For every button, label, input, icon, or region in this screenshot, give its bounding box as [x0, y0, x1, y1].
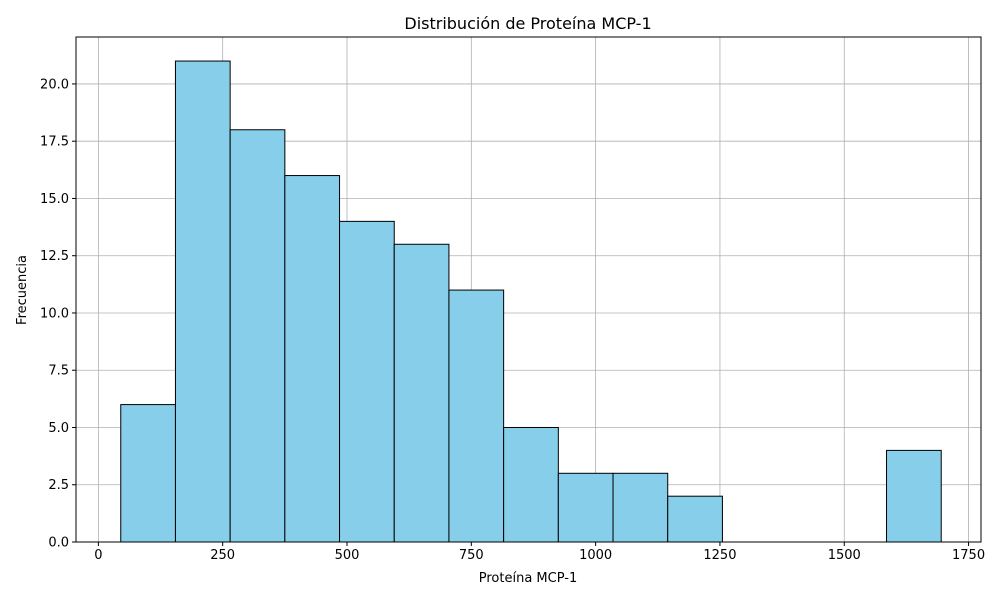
histogram-bar: [120, 404, 176, 543]
histogram-bar: [557, 472, 614, 543]
y-tick-label: 2.5: [48, 478, 69, 493]
histogram-bar: [448, 289, 505, 543]
chart-title: Distribución de Proteína MCP-1: [404, 14, 651, 33]
histogram-bar: [667, 495, 723, 543]
y-tick-label: 15.0: [40, 192, 69, 207]
x-tick-label: 1750: [952, 548, 985, 563]
histogram-bar: [284, 175, 341, 543]
histogram-bar: [886, 449, 942, 543]
x-tick-label: 1500: [828, 548, 861, 563]
x-tick-label: 1250: [703, 548, 736, 563]
y-tick-label: 5.0: [48, 421, 69, 436]
y-axis-label: Frecuencia: [15, 255, 30, 325]
x-axis-ticks: 0 250 500 750 1000 1250 1500 1750: [94, 542, 985, 563]
histogram-bar: [174, 60, 231, 543]
y-tick-label: 12.5: [40, 249, 69, 264]
histogram-bar: [339, 220, 395, 543]
x-tick-label: 1000: [579, 548, 612, 563]
y-tick-label: 0.0: [48, 536, 69, 551]
x-tick-label: 0: [94, 548, 102, 563]
x-tick-label: 500: [335, 548, 360, 563]
y-tick-label: 20.0: [40, 77, 69, 92]
y-axis-ticks: 0.0 2.5 5.0 7.5 10.0 12.5 15.0 17.5 20.0: [40, 77, 76, 551]
x-tick-label: 250: [210, 548, 235, 563]
plot-frame: [75, 36, 982, 543]
y-tick-label: 7.5: [48, 364, 69, 379]
histogram-bar: [612, 472, 669, 543]
histogram-bar: [393, 243, 450, 543]
y-tick-label: 17.5: [40, 135, 69, 150]
x-axis-label: Proteína MCP-1: [479, 571, 577, 586]
histogram-bar: [229, 129, 286, 543]
x-tick-label: 750: [459, 548, 484, 563]
histogram-bars: [120, 60, 942, 543]
y-tick-label: 10.0: [40, 306, 69, 321]
histogram-bar: [503, 426, 559, 543]
